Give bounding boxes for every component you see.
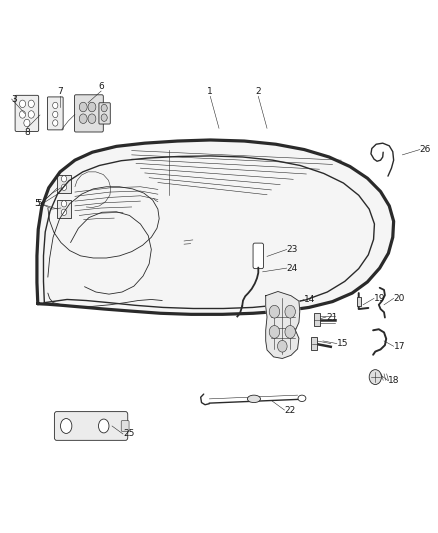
Text: 17: 17 bbox=[394, 342, 405, 351]
Circle shape bbox=[369, 369, 381, 384]
Text: 2: 2 bbox=[255, 87, 261, 96]
Polygon shape bbox=[37, 140, 394, 314]
Circle shape bbox=[88, 102, 96, 112]
Text: 21: 21 bbox=[326, 312, 337, 321]
FancyBboxPatch shape bbox=[357, 297, 361, 306]
Circle shape bbox=[88, 114, 96, 124]
Text: 6: 6 bbox=[98, 82, 104, 91]
Polygon shape bbox=[266, 292, 300, 359]
Circle shape bbox=[28, 111, 34, 118]
Circle shape bbox=[53, 111, 58, 118]
FancyBboxPatch shape bbox=[15, 95, 39, 132]
Ellipse shape bbox=[60, 418, 72, 433]
Circle shape bbox=[24, 119, 30, 127]
FancyBboxPatch shape bbox=[311, 337, 317, 350]
Circle shape bbox=[79, 102, 87, 112]
Circle shape bbox=[61, 209, 67, 215]
Text: 24: 24 bbox=[287, 264, 298, 272]
Circle shape bbox=[285, 305, 295, 318]
FancyBboxPatch shape bbox=[121, 421, 129, 431]
Circle shape bbox=[53, 102, 58, 109]
Circle shape bbox=[61, 184, 67, 190]
FancyBboxPatch shape bbox=[253, 243, 264, 269]
Circle shape bbox=[53, 120, 58, 126]
Circle shape bbox=[19, 111, 25, 118]
Text: 1: 1 bbox=[207, 87, 213, 96]
Circle shape bbox=[285, 326, 295, 338]
Text: 7: 7 bbox=[57, 87, 63, 96]
Text: 5: 5 bbox=[34, 199, 40, 208]
Circle shape bbox=[269, 305, 280, 318]
FancyBboxPatch shape bbox=[54, 411, 128, 440]
Circle shape bbox=[278, 341, 287, 352]
Circle shape bbox=[19, 100, 25, 108]
Text: 26: 26 bbox=[420, 145, 431, 154]
FancyBboxPatch shape bbox=[57, 175, 71, 193]
Circle shape bbox=[28, 100, 34, 108]
Text: 15: 15 bbox=[337, 339, 348, 348]
Text: 25: 25 bbox=[123, 430, 134, 439]
Ellipse shape bbox=[247, 395, 261, 402]
Text: 20: 20 bbox=[394, 294, 405, 303]
FancyBboxPatch shape bbox=[47, 97, 63, 130]
Ellipse shape bbox=[298, 395, 306, 401]
Text: 14: 14 bbox=[304, 295, 315, 304]
Text: 3: 3 bbox=[12, 94, 18, 103]
Text: 5: 5 bbox=[36, 199, 42, 208]
FancyBboxPatch shape bbox=[57, 200, 71, 218]
Ellipse shape bbox=[99, 419, 109, 433]
Circle shape bbox=[101, 114, 107, 122]
FancyBboxPatch shape bbox=[74, 95, 103, 132]
FancyBboxPatch shape bbox=[314, 313, 320, 326]
Text: 8: 8 bbox=[24, 128, 30, 138]
Text: 23: 23 bbox=[287, 245, 298, 254]
Circle shape bbox=[269, 326, 280, 338]
Circle shape bbox=[101, 104, 107, 112]
Circle shape bbox=[79, 114, 87, 124]
Text: 18: 18 bbox=[389, 376, 400, 385]
Text: 22: 22 bbox=[285, 406, 296, 415]
Circle shape bbox=[61, 200, 67, 207]
Text: 19: 19 bbox=[374, 294, 385, 303]
Circle shape bbox=[61, 175, 67, 182]
FancyBboxPatch shape bbox=[99, 103, 110, 124]
